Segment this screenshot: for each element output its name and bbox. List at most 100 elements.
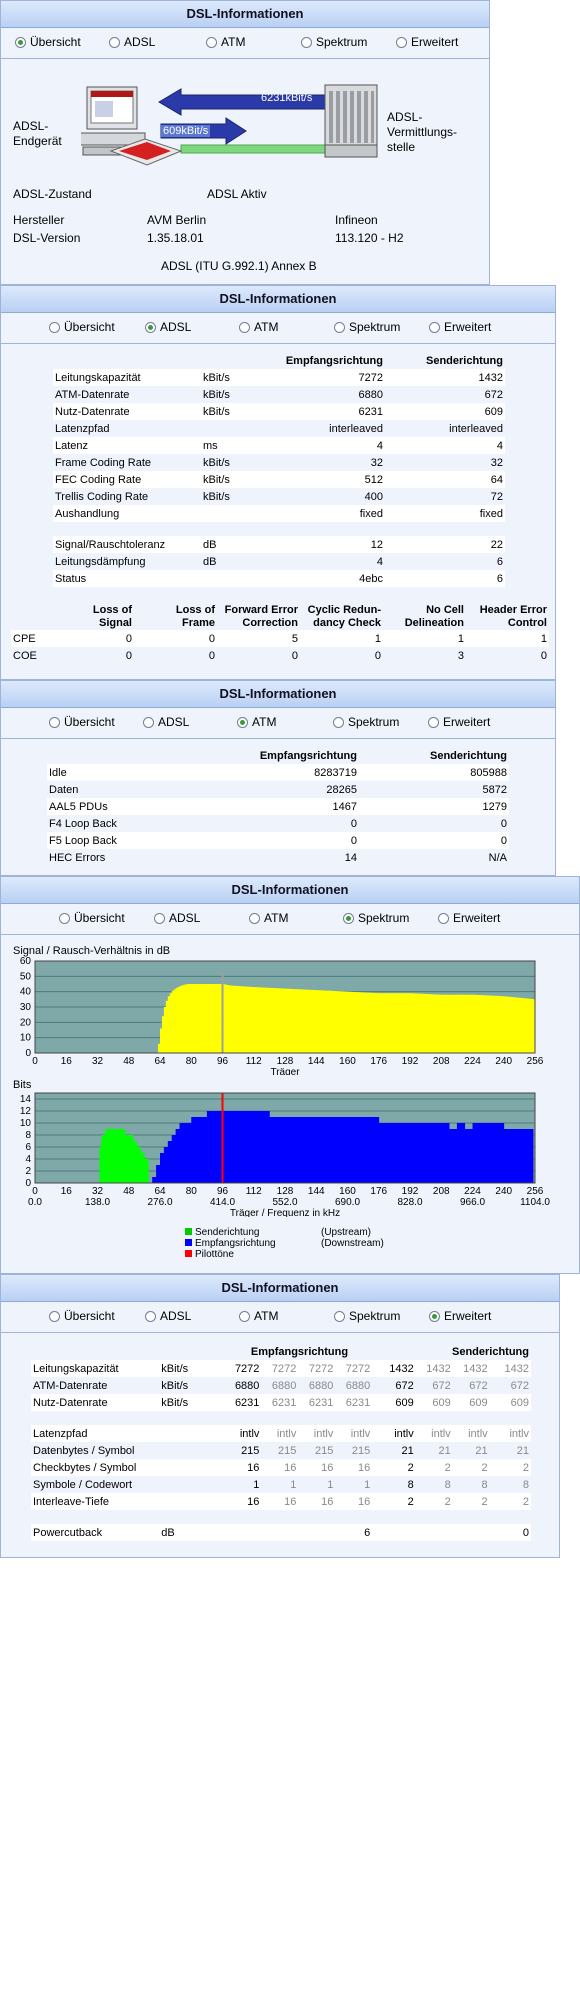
tab-label: Erweitert <box>444 320 492 334</box>
rx-value: 1467 <box>177 798 359 815</box>
rx-value: 16 <box>298 1459 336 1476</box>
tx-value: 8 <box>372 1476 416 1493</box>
tx-value: 6 <box>385 553 505 570</box>
tab-erweitert[interactable]: Erweitert <box>396 35 458 49</box>
tab-erweitert[interactable]: Erweitert <box>429 1309 491 1323</box>
downstream-bar <box>472 1123 475 1183</box>
snr-bar <box>435 994 438 1053</box>
tab-atm[interactable]: ATM <box>237 715 276 729</box>
tab-adsl[interactable]: ADSL <box>109 35 155 49</box>
tab-spektrum[interactable]: Spektrum <box>343 911 409 925</box>
tab-uebersicht[interactable]: Übersicht <box>49 1309 115 1323</box>
row-label: Trellis Coding Rate <box>53 488 201 505</box>
tab-atm[interactable]: ATM <box>206 35 245 49</box>
tab-adsl[interactable]: ADSL <box>145 320 191 334</box>
legend: Senderichtung (Upstream) Empfangsrichtung (… <box>185 1227 384 1260</box>
snr-bar <box>353 992 356 1053</box>
snr-bar <box>464 994 468 1053</box>
tab-spektrum[interactable]: Spektrum <box>333 715 399 729</box>
table-row: Leitungskapazität kBit/s 7272 1432 <box>53 369 505 386</box>
legend-name: Pilottöne <box>195 1249 234 1260</box>
tab-spektrum[interactable]: Spektrum <box>301 35 367 49</box>
snr-bar <box>417 993 421 1053</box>
downstream-bar <box>163 1147 167 1183</box>
radio-icon <box>301 37 312 48</box>
snr-bar <box>283 988 286 1053</box>
tab-atm[interactable]: ATM <box>239 320 278 334</box>
row-unit: dB <box>159 1524 227 1541</box>
col-tx-header: Senderichtung <box>425 354 503 367</box>
downstream-bar <box>341 1117 344 1183</box>
downstream-bar <box>249 1111 253 1183</box>
downstream-bar <box>415 1123 419 1183</box>
snr-bar <box>193 984 196 1053</box>
downstream-bar <box>335 1117 339 1183</box>
y-tick-label: 12 <box>20 1106 32 1117</box>
snr-bar <box>306 989 309 1053</box>
downstream-bar <box>411 1123 415 1183</box>
tx-value: 609 <box>452 1394 490 1411</box>
upstream-bar <box>120 1129 124 1183</box>
snr-bar <box>470 994 473 1053</box>
tab-atm[interactable]: ATM <box>249 911 288 925</box>
row-label: Idle <box>47 764 177 781</box>
tx-value: N/A <box>359 849 509 866</box>
downstream-bar <box>458 1123 462 1183</box>
tab-adsl[interactable]: ADSL <box>145 1309 191 1323</box>
downstream-bar <box>343 1117 346 1183</box>
snr-bar <box>224 984 227 1053</box>
tab-label: Spektrum <box>349 320 401 334</box>
tab-atm[interactable]: ATM <box>239 1309 278 1323</box>
snr-bar <box>167 996 171 1053</box>
downstream-bar <box>214 1111 218 1183</box>
downstream-bar <box>441 1123 444 1183</box>
tab-uebersicht[interactable]: Übersicht <box>49 320 115 334</box>
tab-spektrum[interactable]: Spektrum <box>334 320 400 334</box>
snr-bar <box>212 984 216 1053</box>
tab-erweitert[interactable]: Erweitert <box>438 911 500 925</box>
tab-label: Erweitert <box>443 715 491 729</box>
tab-uebersicht[interactable]: Übersicht <box>59 911 125 925</box>
tab-erweitert[interactable]: Erweitert <box>428 715 490 729</box>
y-tick-label: 14 <box>20 1094 32 1105</box>
snr-bar <box>245 986 249 1053</box>
snr-bar <box>472 994 475 1053</box>
snr-bar <box>263 987 266 1053</box>
tab-label: Übersicht <box>30 35 81 49</box>
tx-value: 1432 <box>385 369 505 386</box>
downstream-bar <box>318 1117 321 1183</box>
upstream-bar <box>142 1153 145 1183</box>
panel-overview: DSL-Informationen Übersicht ADSL ATM Spe… <box>0 0 490 285</box>
tab-uebersicht[interactable]: Übersicht <box>49 715 115 729</box>
downstream-bar <box>331 1117 335 1183</box>
downstream-bar <box>408 1123 411 1183</box>
tx-value: intlv <box>452 1425 490 1442</box>
downstream-bar <box>277 1117 280 1183</box>
tab-adsl[interactable]: ADSL <box>154 911 200 925</box>
snr-bar <box>259 987 262 1053</box>
snr-bar <box>335 991 339 1053</box>
row-unit: kBit/s <box>201 488 265 505</box>
tab-uebersicht[interactable]: Übersicht <box>15 35 81 49</box>
downstream-bar <box>505 1129 509 1183</box>
rx-value: 7272 <box>335 1360 373 1377</box>
upstream-bar <box>113 1129 116 1183</box>
downstream-bar <box>173 1135 177 1183</box>
rx-value: 8283719 <box>177 764 359 781</box>
tab-erweitert[interactable]: Erweitert <box>429 320 491 334</box>
downstream-bar <box>357 1117 360 1183</box>
downstream-bar <box>201 1117 204 1183</box>
error-value: 0 <box>134 647 217 664</box>
downstream-bar <box>324 1117 327 1183</box>
tab-spektrum[interactable]: Spektrum <box>334 1309 400 1323</box>
downstream-bar <box>294 1117 298 1183</box>
downstream-bar <box>283 1117 286 1183</box>
tx-value: 2 <box>489 1459 531 1476</box>
upstream-bar <box>122 1129 126 1183</box>
snr-bar <box>273 988 276 1053</box>
downstream-bar <box>177 1129 180 1183</box>
downstream-bar <box>478 1123 481 1183</box>
downstream-bar <box>269 1117 272 1183</box>
tab-adsl[interactable]: ADSL <box>143 715 189 729</box>
upstream-bar <box>136 1147 139 1183</box>
